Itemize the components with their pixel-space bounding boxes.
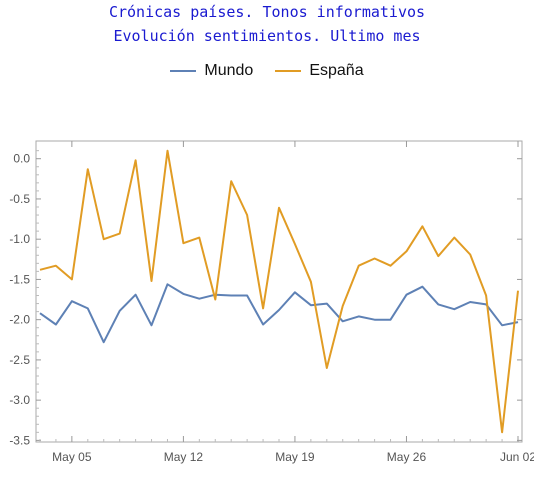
- chart-title: Crónicas países. Tonos informativos: [108, 3, 426, 21]
- legend-label-espana: España: [309, 62, 364, 79]
- legend-label-mundo: Mundo: [204, 62, 254, 79]
- y-axis: 0.0 -0.5 -1.0 -1.5 -2.0 -2.5 -3.0 -3.5: [9, 150, 522, 447]
- series-line-espana: [39, 149, 519, 434]
- plot-border: [35, 140, 523, 443]
- legend-item-mundo: Mundo: [170, 62, 253, 80]
- y-tick-label: 0.0: [13, 152, 30, 166]
- y-tick-label: -1.0: [9, 232, 30, 246]
- legend-item-espana: España: [275, 62, 364, 80]
- x-tick-label: May 19: [275, 450, 315, 464]
- x-tick-label: Jun 02: [500, 450, 534, 464]
- chart-subtitle: Evolución sentimientos. Ultimo mes: [113, 27, 421, 45]
- y-tick-label: -2.5: [9, 353, 30, 367]
- series-line-mundo: [39, 283, 519, 344]
- y-tick-label: -3.5: [9, 433, 30, 447]
- chart-legend: Mundo España: [0, 62, 534, 80]
- x-axis: May 05 May 12 May 19 May 26 Jun 02: [39, 141, 534, 464]
- y-tick-label: -0.5: [9, 192, 30, 206]
- x-tick-label: May 12: [164, 450, 204, 464]
- x-tick-label: May 05: [52, 450, 92, 464]
- legend-swatch-espana: [275, 70, 302, 72]
- legend-swatch-mundo: [170, 70, 197, 72]
- x-tick-label: May 26: [387, 450, 427, 464]
- y-tick-label: -3.0: [9, 393, 30, 407]
- series-lines: [39, 149, 519, 434]
- y-tick-label: -1.5: [9, 272, 30, 286]
- plot-frame: [35, 140, 523, 443]
- y-tick-label: -2.0: [9, 313, 30, 327]
